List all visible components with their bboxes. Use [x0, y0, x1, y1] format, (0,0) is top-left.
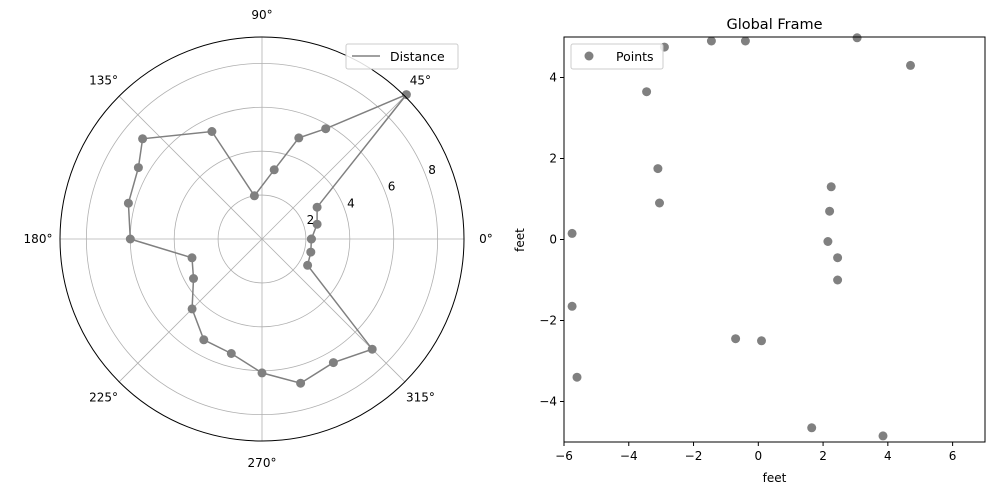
scatter-point-7	[655, 198, 664, 208]
legend-marker-swatch	[584, 51, 594, 61]
scatter-point-2	[740, 36, 750, 46]
radial-tick-labels: 2 4 6 8	[307, 163, 436, 227]
theta-tick-label-225: 225°	[89, 390, 118, 404]
distance-point-10	[133, 163, 143, 173]
scatter-point-19	[878, 431, 888, 441]
polar-chart: 0° 45° 90° 135° 180° 225° 270° 315° 2 4 6 8 Distan…	[24, 8, 493, 470]
distance-point-6	[269, 165, 279, 175]
distance-point-19	[296, 378, 306, 388]
distance-point-16	[199, 335, 209, 345]
radial-tick-label-2: 2	[307, 213, 315, 227]
scatter-point-10	[823, 237, 833, 246]
x-tick-label-6: 6	[949, 449, 957, 463]
scatter-point-4	[906, 60, 915, 70]
distance-point-9	[138, 134, 148, 144]
distance-point-23	[306, 247, 316, 257]
scatter-point-11	[833, 253, 843, 263]
plot-frame	[563, 36, 986, 443]
polar-legend: Distance	[345, 43, 459, 70]
scatter-legend: Points	[570, 43, 664, 70]
theta-tick-label-135: 135°	[89, 74, 118, 88]
distance-point-1	[312, 219, 322, 229]
scatter-point-8	[826, 182, 836, 192]
distance-point-21	[367, 344, 377, 354]
y-tick-label-3: 2	[549, 152, 557, 166]
distance-point-2	[312, 202, 322, 212]
theta-tick-label-270: 270°	[248, 456, 277, 470]
scatter-point-6	[653, 164, 663, 174]
y-tick-label-1: −2	[539, 314, 557, 328]
scatter-point-12	[833, 275, 843, 285]
y-tick-label-4: 4	[549, 71, 557, 85]
legend-label-distance: Distance	[390, 49, 445, 64]
distance-point-3	[401, 90, 411, 100]
distance-point-15	[187, 304, 197, 314]
distance-point-20	[328, 358, 338, 368]
x-tick-label-3: 0	[754, 449, 762, 463]
scatter-points	[567, 33, 915, 441]
theta-tick-label-180: 180°	[24, 232, 53, 246]
x-tick-label-0: −6	[555, 449, 573, 463]
theta-tick-label-90: 90°	[251, 8, 272, 22]
legend-box	[570, 43, 664, 70]
distance-point-18	[257, 368, 267, 378]
scatter-point-3	[852, 33, 862, 43]
polar-grid	[60, 37, 464, 441]
angular-gridline-45	[261, 95, 406, 240]
scatter-point-9	[825, 206, 835, 216]
distance-point-7	[249, 191, 259, 201]
distance-point-5	[294, 133, 304, 143]
distance-point-4	[321, 124, 331, 134]
legend-box	[345, 43, 459, 70]
y-tick-label-2: 0	[549, 233, 557, 247]
polar-frame	[59, 36, 465, 442]
distance-markers	[123, 90, 411, 388]
scatter-point-15	[572, 372, 582, 382]
scatter-point-17	[757, 336, 766, 346]
x-tick-label-2: −2	[685, 449, 703, 463]
scatter-point-16	[731, 334, 741, 344]
x-tick-label-1: −4	[620, 449, 638, 463]
y-axis-ticks: −4 −2 0 2 4	[539, 71, 564, 409]
theta-tick-labels: 0° 45° 90° 135° 180° 225° 270° 315°	[24, 8, 493, 470]
y-tick-label-0: −4	[539, 395, 557, 409]
scatter-point-18	[807, 423, 817, 433]
radial-tick-label-4: 4	[347, 196, 355, 210]
theta-tick-label-45: 45°	[410, 74, 431, 88]
distance-point-24	[306, 234, 316, 244]
radial-tick-label-8: 8	[428, 163, 436, 177]
distance-point-17	[226, 349, 236, 358]
distance-point-22	[303, 260, 313, 270]
distance-point-14	[189, 274, 198, 283]
scatter-point-14	[567, 301, 577, 311]
theta-tick-label-315: 315°	[406, 390, 435, 404]
angular-gridline-315	[261, 238, 406, 383]
x-axis-label: feet	[763, 471, 787, 485]
legend-label-points: Points	[616, 49, 654, 64]
scatter-point-13	[567, 228, 577, 238]
scatter-point-1	[706, 36, 716, 46]
y-axis-label: feet	[513, 228, 527, 252]
distance-point-8	[207, 127, 217, 136]
distance-point-11	[123, 198, 133, 208]
chart-title: Global Frame	[726, 17, 822, 33]
distance-point-12	[125, 234, 135, 244]
x-tick-label-4: 2	[819, 449, 827, 463]
theta-tick-label-0: 0°	[479, 232, 493, 246]
radial-tick-label-6: 6	[388, 180, 396, 194]
scatter-chart: Global Frame −6 −4 −2 0 2 4 6 −4 −2 0 2 4 feet fee…	[513, 17, 986, 485]
angular-gridline-135	[118, 95, 263, 240]
distance-point-13	[187, 253, 197, 263]
x-tick-label-5: 4	[884, 449, 892, 463]
x-axis-ticks: −6 −4 −2 0 2 4 6	[555, 442, 956, 463]
scatter-point-5	[642, 87, 652, 97]
